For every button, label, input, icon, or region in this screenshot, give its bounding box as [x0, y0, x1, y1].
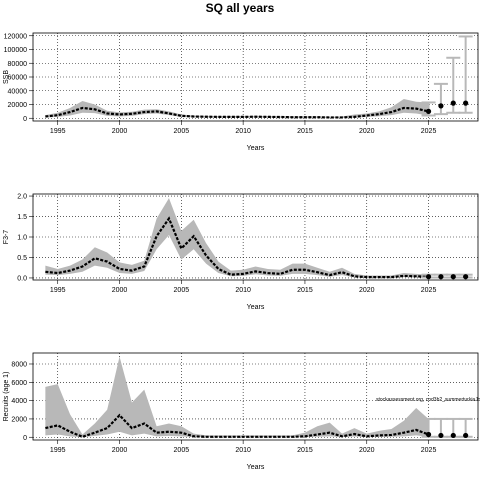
forecast-point [463, 274, 469, 280]
estimate-line [45, 413, 429, 438]
forecast-point [463, 100, 469, 106]
x-tick-label: 2000 [112, 128, 128, 135]
forecast [421, 35, 473, 117]
y-tick-label: 40000 [8, 88, 28, 95]
y-axis-label: F3-7 [3, 230, 10, 245]
forecast-point [425, 108, 432, 114]
x-tick-label: 2025 [421, 447, 437, 454]
forecast [421, 417, 473, 439]
x-tick-label: 2005 [174, 128, 190, 135]
plot-frame [32, 352, 479, 441]
forecast-point [425, 431, 432, 438]
forecast-point [438, 274, 444, 280]
source-annotation: stockassessment.org, cod3b2_summerturkia… [376, 397, 480, 403]
y-tick-label: 0 [23, 116, 27, 123]
y-tick-label: 2000 [11, 416, 27, 423]
x-tick-label: 2015 [297, 447, 313, 454]
y-tick-label: 4000 [11, 398, 27, 405]
forecast-point [425, 274, 432, 280]
confidence-band [45, 99, 429, 118]
grid [33, 194, 478, 280]
y-tick-label: 1.5 [17, 214, 27, 221]
forecast [421, 273, 473, 280]
ssb-panel: 1995 2000 2005 2010 2015 2020 2025 0 20000 40000 6… [3, 32, 479, 152]
x-tick-label: 2005 [174, 447, 190, 454]
x-tick-label: 2015 [297, 128, 313, 135]
y-axis-label: SSB [3, 70, 10, 84]
fishing-mortality-panel: 1995 2000 2005 2010 2015 2020 2025 0.0 0.5 1.0 1.5… [3, 194, 479, 311]
y-tick-label: 6000 [11, 380, 27, 387]
recruitment-panel: 1995 2000 2005 2010 2015 2020 2025 0 2000 4000 600… [3, 352, 480, 471]
x-tick-label: 1995 [50, 447, 66, 454]
forecast-point [450, 100, 456, 106]
y-tick-label: 60000 [8, 75, 28, 82]
x-axis-label: Years [247, 464, 265, 471]
x-tick-label: 2020 [359, 128, 375, 135]
estimate-line [45, 216, 429, 279]
x-tick-label: 2010 [235, 287, 251, 294]
y-tick-label: 1.0 [17, 235, 27, 242]
x-tick-label: 1995 [50, 287, 66, 294]
x-axis-label: Years [247, 145, 265, 152]
x-tick-label: 2010 [235, 128, 251, 135]
y-tick-label: 100000 [4, 47, 27, 54]
y-tick-label: 8000 [11, 361, 27, 368]
x-tick-label: 2015 [297, 287, 313, 294]
forecast-point [450, 274, 456, 280]
y-tick-label: 2.0 [17, 194, 27, 201]
forecast-point [463, 432, 469, 439]
x-tick-label: 2000 [112, 287, 128, 294]
y-tick-label: 0.0 [17, 275, 27, 282]
x-axis-label: Years [247, 304, 265, 311]
forecast-point [450, 432, 456, 439]
x-tick-label: 2020 [359, 447, 375, 454]
y-tick-label: 0 [23, 435, 27, 442]
estimate-line [45, 106, 429, 119]
y-tick-label: 20000 [8, 102, 28, 109]
x-tick-label: 2020 [359, 287, 375, 294]
confidence-band [45, 198, 429, 278]
y-axis-label: Recruits (age 1) [3, 372, 10, 422]
x-tick-label: 2005 [174, 287, 190, 294]
figure-title: SQ all years [206, 1, 275, 15]
y-tick-label: 120000 [4, 33, 27, 40]
y-tick-label: 80000 [8, 61, 28, 68]
x-tick-label: 2010 [235, 447, 251, 454]
x-tick-label: 2000 [112, 447, 128, 454]
x-tick-label: 2025 [421, 128, 437, 135]
confidence-band [45, 356, 429, 438]
forecast-point [438, 103, 444, 109]
x-tick-label: 1995 [50, 128, 66, 135]
x-tick-label: 2025 [421, 287, 437, 294]
grid [33, 33, 478, 121]
y-tick-label: 0.5 [17, 255, 27, 262]
forecast-point [438, 432, 444, 439]
